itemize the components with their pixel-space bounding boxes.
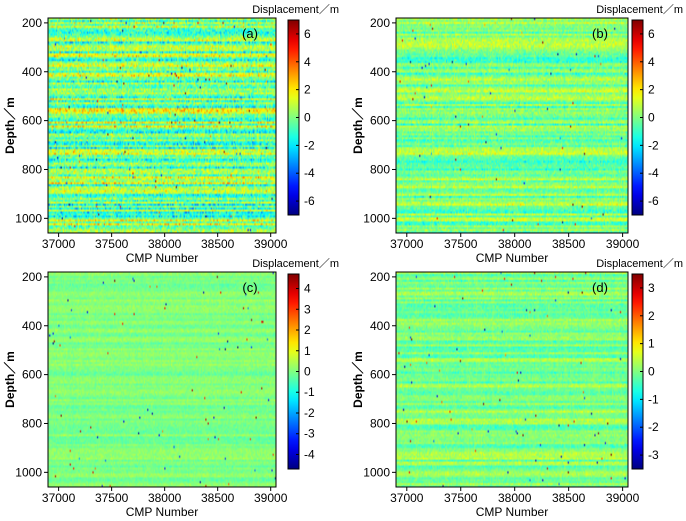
y-tick-label: 200: [370, 270, 390, 284]
y-axis-label: Depth／m: [350, 351, 365, 408]
y-axis-label: Depth／m: [2, 351, 17, 408]
y-tick-label: 800: [22, 416, 42, 430]
y-tick-label: 400: [370, 319, 390, 333]
x-tick-label: 37500: [444, 491, 478, 505]
x-axis-label: CMP Number: [476, 251, 548, 265]
y-tick-label: 1000: [363, 465, 390, 479]
plot-frame: [47, 17, 277, 234]
y-tick-label: 600: [370, 114, 390, 128]
x-tick-label: 39000: [606, 237, 640, 251]
panel-a: 37000 37500 38000 38500 39000 200 400 600 800 100…: [2, 3, 339, 265]
colorbar-label: Displacement／m: [596, 257, 683, 270]
colorbar-tick-label: -6: [648, 194, 659, 208]
colorbar-tick-label: 0: [304, 111, 311, 125]
x-tick-label: 38000: [148, 491, 182, 505]
colorbar-tick-label: 0: [648, 111, 655, 125]
colorbar-tick-label: 6: [648, 27, 655, 41]
plot-frame: [395, 17, 629, 234]
y-tick-label: 1000: [15, 211, 42, 225]
y-tick-label: 1000: [15, 465, 42, 479]
y-tick-label: 600: [22, 368, 42, 382]
colorbar-tick-label: -4: [648, 166, 659, 180]
colorbar-tick-label: -6: [304, 194, 315, 208]
x-tick-label: 37500: [95, 237, 129, 251]
panel-label: (d): [592, 280, 608, 295]
panel-d: 37000 37500 38000 38500 39000 200 400 600 800 100…: [350, 257, 683, 519]
plot-frame: [47, 271, 277, 488]
colorbar-tick-label: 6: [304, 27, 311, 41]
x-tick-label: 38000: [498, 491, 532, 505]
colorbar-label: Displacement／m: [252, 257, 339, 270]
colorbar-tick-label: 2: [648, 309, 655, 323]
plot-frame: [395, 271, 629, 488]
colorbar-tick-label: -3: [648, 448, 659, 462]
y-axis-label: Depth／m: [2, 97, 17, 154]
x-tick-label: 37000: [42, 237, 76, 251]
heatmap-image: [396, 272, 628, 487]
y-axis-label: Depth／m: [350, 97, 365, 154]
y-tick-label: 600: [370, 368, 390, 382]
y-tick-label: 800: [370, 162, 390, 176]
heatmap-image: [396, 18, 628, 233]
y-tick-label: 400: [22, 319, 42, 333]
x-tick-label: 39000: [254, 491, 288, 505]
colorbar-tick-label: 0: [648, 365, 655, 379]
x-tick-label: 37000: [42, 491, 76, 505]
x-tick-label: 38500: [201, 491, 235, 505]
heatmap-image: [48, 18, 276, 233]
y-tick-label: 800: [370, 416, 390, 430]
colorbar-tick-label: 3: [648, 281, 655, 295]
x-axis-label: CMP Number: [126, 251, 198, 265]
x-tick-label: 38500: [201, 237, 235, 251]
y-tick-label: 200: [22, 16, 42, 30]
panel-b: 37000 37500 38000 38500 39000 200 400 600 800 100…: [350, 3, 683, 265]
colorbar-tick-label: 2: [304, 323, 311, 337]
x-tick-label: 37000: [390, 237, 424, 251]
y-tick-label: 400: [22, 65, 42, 79]
y-tick-label: 400: [370, 65, 390, 79]
x-axis-label: CMP Number: [476, 505, 548, 519]
panel-label: (b): [592, 26, 608, 41]
colorbar-tick-label: 4: [304, 282, 311, 296]
x-tick-label: 38500: [552, 237, 586, 251]
x-tick-label: 39000: [254, 237, 288, 251]
colorbar-tick-label: 3: [304, 302, 311, 316]
colorbar-label: Displacement／m: [596, 3, 683, 16]
panel-label: (a): [242, 26, 258, 41]
colorbar-tick-label: -4: [304, 447, 315, 461]
x-tick-label: 38500: [552, 491, 586, 505]
colorbar-tick-label: -2: [304, 138, 315, 152]
colorbar-tick-label: 4: [648, 55, 655, 69]
x-tick-label: 37000: [390, 491, 424, 505]
x-tick-label: 39000: [606, 491, 640, 505]
colorbar-tick-label: 1: [304, 344, 311, 358]
x-tick-label: 37500: [444, 237, 478, 251]
y-tick-label: 800: [22, 162, 42, 176]
colorbar-tick-label: -3: [304, 427, 315, 441]
colorbar-tick-label: -1: [304, 385, 315, 399]
y-tick-label: 200: [22, 270, 42, 284]
colorbar-tick-label: -2: [304, 406, 315, 420]
y-tick-label: 600: [22, 114, 42, 128]
panel-label: (c): [242, 280, 257, 295]
y-tick-label: 200: [370, 16, 390, 30]
x-tick-label: 38000: [148, 237, 182, 251]
x-tick-label: 38000: [498, 237, 532, 251]
colorbar-tick-label: 1: [648, 337, 655, 351]
heatmap-image: [48, 272, 276, 487]
x-tick-label: 37500: [95, 491, 129, 505]
colorbar-tick-label: -4: [304, 166, 315, 180]
colorbar-tick-label: 4: [304, 55, 311, 69]
colorbar-tick-label: 2: [648, 83, 655, 97]
y-tick-label: 1000: [363, 211, 390, 225]
x-axis-label: CMP Number: [126, 505, 198, 519]
colorbar-tick-label: -1: [648, 392, 659, 406]
colorbar-tick-label: -2: [648, 420, 659, 434]
colorbar-tick-label: 0: [304, 365, 311, 379]
colorbar-tick-label: -2: [648, 138, 659, 152]
colorbar-label: Displacement／m: [252, 3, 339, 16]
colorbar-tick-label: 2: [304, 83, 311, 97]
panel-c: 37000 37500 38000 38500 39000 200 400 600 800 100…: [2, 257, 339, 519]
